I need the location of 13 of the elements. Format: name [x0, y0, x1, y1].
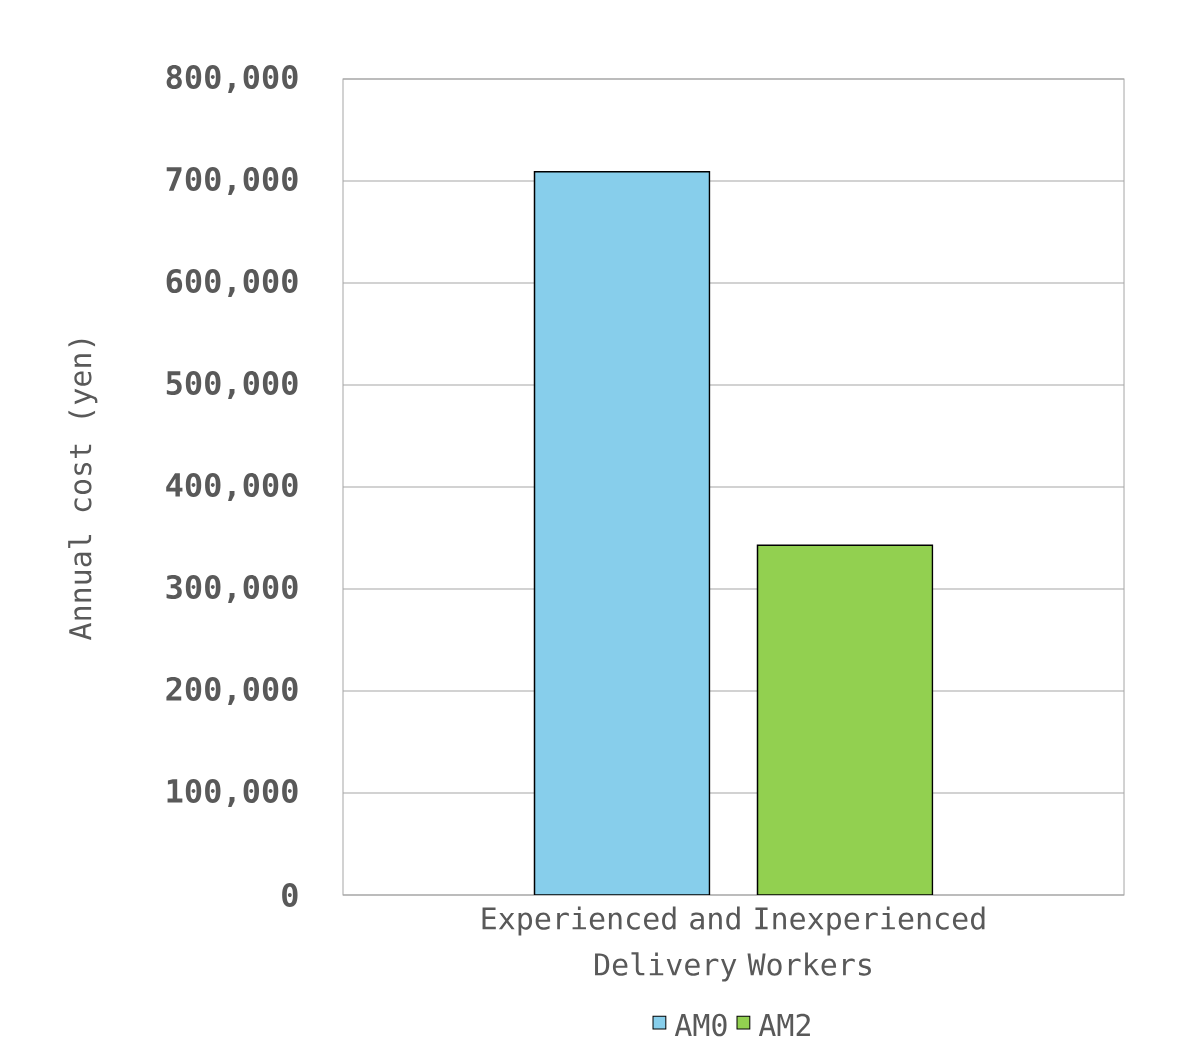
y-tick-label: 600,000	[166, 268, 298, 298]
y-axis-title: Annual cost (yen)	[68, 339, 98, 640]
y-tick-label: 200,000	[166, 676, 298, 706]
y-tick-label: 400,000	[166, 472, 298, 502]
y-tick-label: 500,000	[166, 370, 298, 400]
legend-label: AM0	[674, 1013, 727, 1037]
y-tick-label: 700,000	[166, 166, 298, 196]
y-tick-label: 100,000	[167, 778, 298, 808]
y-tick-label: 0	[282, 882, 298, 908]
x-tick-label: Experienced and Inexperienced Delivery Workers	[482, 906, 985, 982]
y-tick-label: 300,000	[166, 574, 298, 604]
legend-label: AM2	[758, 1013, 810, 1036]
y-tick-label: 800,000	[166, 64, 298, 94]
